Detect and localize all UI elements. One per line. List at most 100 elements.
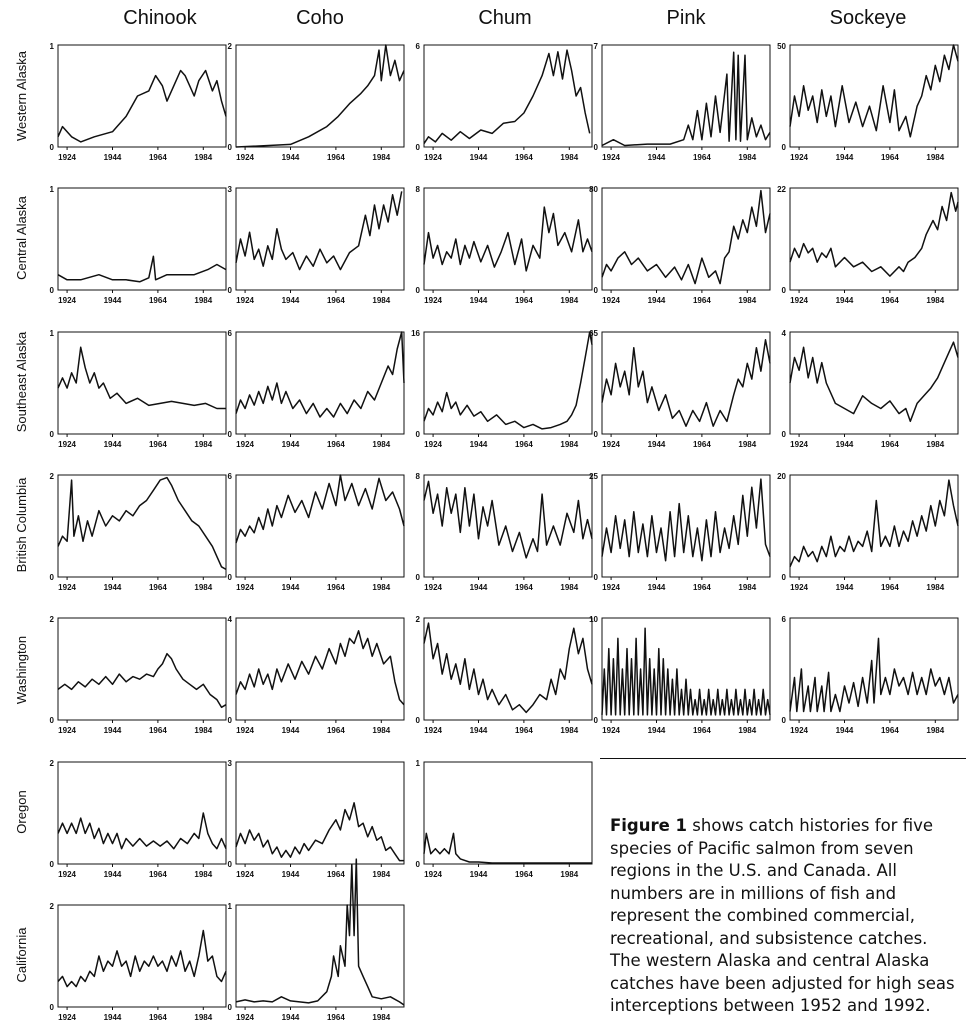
x-tick-label: 1944 — [104, 583, 122, 592]
y-tick-max: 6 — [782, 615, 787, 624]
region-labels: Western Alaska Central Alaska Southeast Al… — [14, 50, 29, 982]
x-tick-label: 1924 — [58, 440, 76, 449]
x-tick-label: 1984 — [372, 440, 390, 449]
x-tick-label: 1964 — [327, 1013, 345, 1022]
x-tick-label: 1984 — [372, 583, 390, 592]
x-tick-label: 1944 — [836, 726, 854, 735]
series-line-washington-sockeye — [789, 637, 959, 713]
series-line-western-alaska-chinook — [57, 69, 227, 143]
series-line-oregon-chum — [423, 832, 592, 864]
y-tick-max: 6 — [228, 329, 233, 338]
panel-frame — [601, 617, 771, 721]
series-line-western-alaska-sockeye — [789, 44, 959, 138]
x-tick-label: 1924 — [602, 583, 620, 592]
x-tick-label: 1984 — [560, 870, 578, 879]
y-tick-max: 4 — [782, 329, 787, 338]
figure-caption: Figure 1 shows catch histories for five … — [610, 815, 962, 1018]
panel-frame — [789, 187, 959, 291]
x-tick-label: 1984 — [560, 296, 578, 305]
y-tick-zero: 0 — [50, 430, 55, 439]
x-tick-label: 1944 — [648, 153, 666, 162]
x-tick-label: 1984 — [194, 583, 212, 592]
x-tick-label: 1964 — [693, 440, 711, 449]
y-tick-zero: 0 — [50, 573, 55, 582]
series-line-oregon-coho — [235, 802, 404, 862]
x-tick-label: 1984 — [194, 296, 212, 305]
y-tick-zero: 0 — [416, 573, 421, 582]
y-tick-max: 1 — [50, 185, 55, 194]
series-line-southeast-alaska-pink — [601, 339, 771, 427]
x-tick-label: 1964 — [881, 440, 899, 449]
x-tick-label: 1944 — [282, 583, 300, 592]
x-tick-label: 1964 — [515, 583, 533, 592]
x-tick-label: 1964 — [693, 583, 711, 592]
x-tick-label: 1964 — [515, 296, 533, 305]
x-tick-label: 1944 — [104, 1013, 122, 1022]
y-tick-zero: 0 — [416, 143, 421, 152]
x-tick-label: 1964 — [149, 870, 167, 879]
y-tick-max: 7 — [594, 42, 599, 51]
x-tick-label: 1924 — [790, 440, 808, 449]
y-tick-max: 2 — [50, 615, 55, 624]
y-tick-max: 2 — [50, 472, 55, 481]
x-tick-label: 1944 — [470, 870, 488, 879]
panel-frame — [57, 761, 227, 865]
x-tick-label: 1924 — [602, 440, 620, 449]
series-line-central-alaska-chum — [423, 206, 593, 272]
x-tick-label: 1924 — [424, 440, 442, 449]
x-tick-label: 1964 — [149, 153, 167, 162]
panel-frame — [57, 331, 227, 435]
x-tick-label: 1964 — [327, 583, 345, 592]
y-tick-zero: 0 — [228, 286, 233, 295]
y-tick-zero: 0 — [50, 143, 55, 152]
x-tick-label: 1924 — [424, 153, 442, 162]
y-tick-max: 25 — [589, 472, 598, 481]
x-tick-label: 1984 — [560, 726, 578, 735]
y-tick-zero: 0 — [416, 430, 421, 439]
species-header-pink: Pink — [667, 7, 707, 29]
x-tick-label: 1944 — [470, 153, 488, 162]
x-tick-label: 1964 — [693, 296, 711, 305]
y-tick-zero: 0 — [228, 430, 233, 439]
x-tick-label: 1964 — [327, 870, 345, 879]
panel-frame — [235, 904, 405, 1008]
region-label-central-alaska: Central Alaska — [14, 195, 29, 280]
panel-frame — [601, 331, 771, 435]
panel-frame — [601, 474, 771, 578]
x-tick-label: 1944 — [470, 583, 488, 592]
y-tick-zero: 0 — [50, 286, 55, 295]
x-tick-label: 1984 — [926, 440, 944, 449]
y-tick-max: 16 — [411, 329, 420, 338]
x-tick-label: 1924 — [236, 296, 254, 305]
y-tick-max: 2 — [416, 615, 421, 624]
y-tick-max: 4 — [228, 615, 233, 624]
y-tick-max: 8 — [416, 472, 421, 481]
y-tick-max: 3 — [228, 185, 233, 194]
x-tick-label: 1964 — [149, 440, 167, 449]
series-line-british-columbia-chinook — [57, 476, 227, 571]
x-tick-label: 1944 — [836, 153, 854, 162]
y-tick-max: 1 — [228, 902, 233, 911]
x-tick-label: 1984 — [738, 726, 756, 735]
x-tick-label: 1984 — [738, 296, 756, 305]
series-line-british-columbia-coho — [235, 474, 405, 544]
series-line-british-columbia-pink — [601, 478, 771, 562]
x-tick-label: 1924 — [58, 583, 76, 592]
y-tick-max: 20 — [777, 472, 786, 481]
x-tick-label: 1924 — [602, 296, 620, 305]
region-label-british-columbia: British Columbia — [14, 477, 29, 572]
x-tick-label: 1924 — [58, 726, 76, 735]
caption-divider — [600, 758, 966, 759]
y-tick-max: 50 — [777, 42, 786, 51]
series-line-central-alaska-chinook — [57, 255, 227, 283]
panel-frame — [235, 44, 405, 148]
